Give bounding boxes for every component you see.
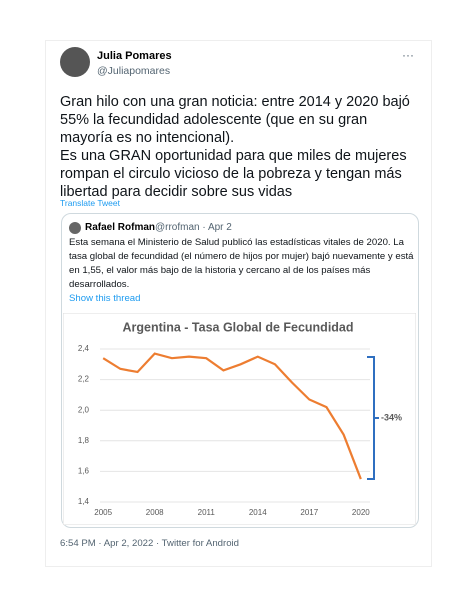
text-line: tasa global de fecundidad (el número de … [69, 251, 414, 262]
y-tick-label: 2,2 [78, 375, 90, 384]
quote-avatar [69, 222, 81, 234]
text-line: libertad para decidir sobre sus vidas [60, 184, 293, 200]
text-line: rompan el circulo vicioso de la pobreza … [60, 166, 402, 182]
quote-meta: @rrofman · Apr 2 [155, 222, 232, 233]
y-tick-label: 1,4 [78, 497, 90, 506]
annotation: -34% [381, 412, 402, 422]
quote-card[interactable] [61, 213, 419, 528]
show-thread[interactable]: Show this thread [69, 293, 141, 304]
tweet-card [45, 40, 432, 567]
x-tick-label: 2008 [146, 508, 164, 517]
x-tick-label: 2005 [94, 508, 112, 517]
bracket [367, 356, 379, 480]
y-tick-label: 1,8 [78, 436, 90, 445]
text-line: Es una GRAN oportunidad para que miles d… [60, 148, 407, 164]
text-line: mayoría es no intencional). [60, 130, 235, 146]
chart-frame [63, 313, 416, 525]
chart-title: Argentina - Tasa Global de Fecundidad [122, 320, 353, 334]
translate-link[interactable]: Translate Tweet [60, 198, 121, 208]
x-tick-label: 2011 [198, 508, 216, 517]
data-line [102, 352, 362, 480]
text-line: 55% la fecundidad adolescente (que en su… [60, 112, 368, 128]
y-tick-label: 2,0 [78, 405, 90, 414]
avatar[interactable] [60, 47, 90, 77]
text-line: desarrollados. [69, 279, 130, 290]
x-tick-label: 2020 [352, 508, 370, 517]
tweet-footer: 6:54 PM · Apr 2, 2022 · Twitter for Andr… [60, 538, 239, 549]
text-line: en 1,55, el valor más bajo de la histori… [69, 265, 371, 276]
author-name[interactable]: Julia Pomares [97, 50, 172, 62]
quote-name: Rafael Rofman [85, 222, 156, 233]
y-tick-label: 2,4 [78, 344, 90, 353]
y-tick-label: 1,6 [78, 467, 90, 476]
chart: Argentina - Tasa Global de Fecundidad 1,… [63, 313, 416, 525]
text-line: Esta semana el Ministerio de Salud publi… [69, 237, 404, 248]
x-tick-label: 2014 [249, 508, 267, 517]
author-handle[interactable]: @Juliapomares [97, 65, 171, 77]
more-menu[interactable]: ··· [402, 48, 414, 62]
x-tick-label: 2017 [300, 508, 318, 517]
text-line: Gran hilo con una gran noticia: entre 20… [60, 94, 410, 110]
